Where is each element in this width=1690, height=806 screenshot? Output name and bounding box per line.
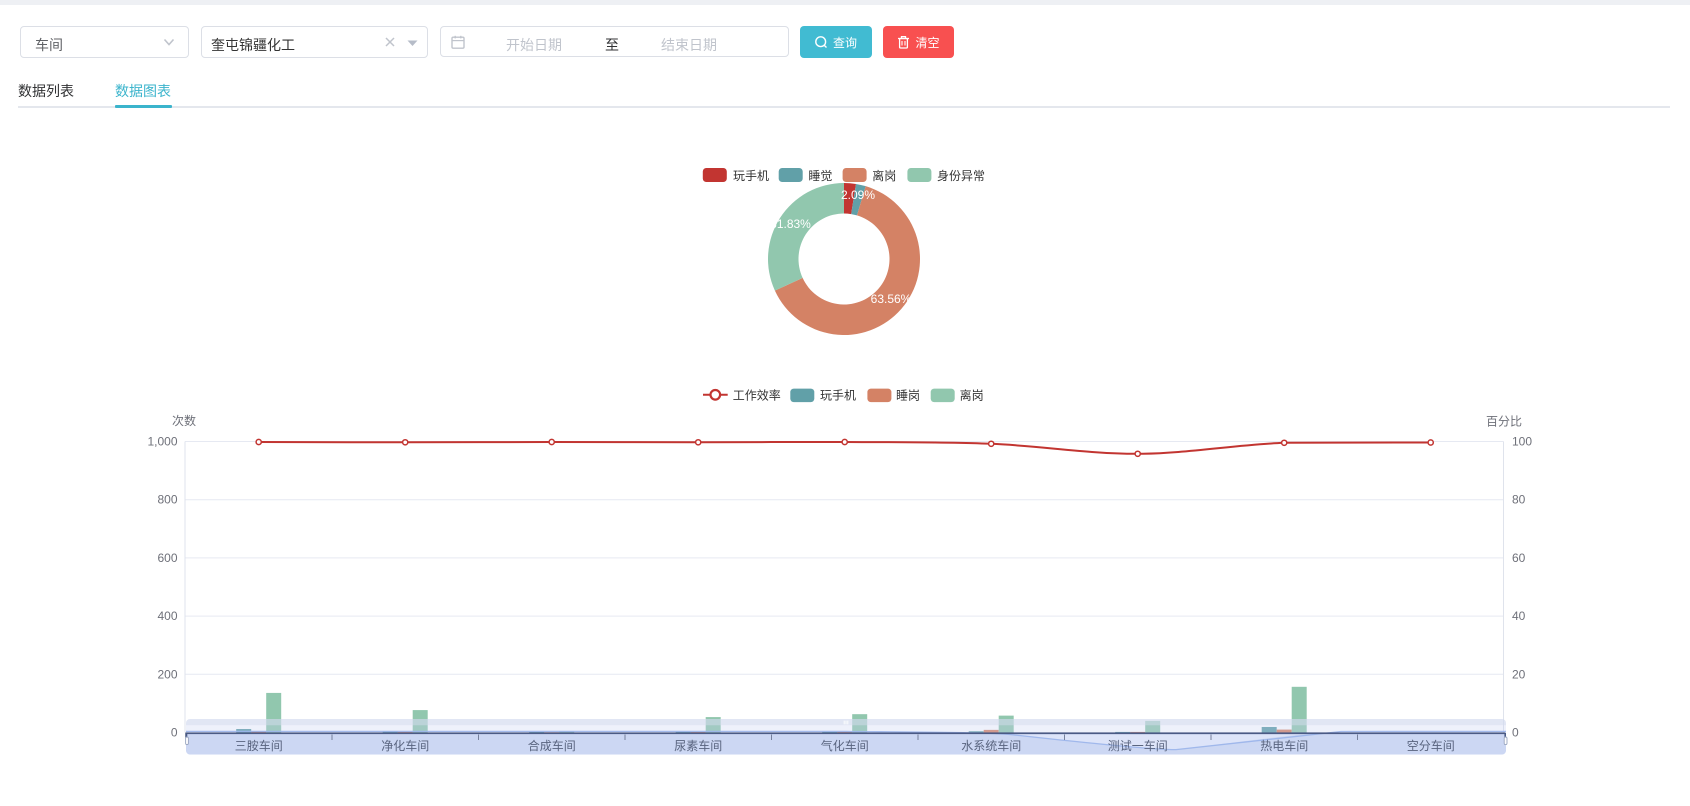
svg-text:玩手机: 玩手机 — [733, 169, 769, 183]
svg-text:63.56%: 63.56% — [871, 292, 912, 306]
svg-text:次数: 次数 — [172, 413, 196, 428]
svg-text:气化车间: 气化车间 — [821, 738, 869, 753]
svg-text:2.09%: 2.09% — [841, 188, 875, 202]
svg-text:离岗: 离岗 — [872, 168, 896, 183]
svg-text:800: 800 — [157, 493, 177, 507]
svg-text:水系统车间: 水系统车间 — [961, 738, 1021, 753]
svg-text:尿素车间: 尿素车间 — [674, 738, 722, 753]
svg-text:离岗: 离岗 — [960, 388, 984, 403]
svg-text:身份异常: 身份异常 — [937, 168, 985, 183]
svg-text:0: 0 — [171, 726, 178, 740]
svg-text:1,000: 1,000 — [147, 435, 177, 449]
svg-text:100: 100 — [1512, 435, 1532, 449]
svg-text:合成车间: 合成车间 — [528, 738, 576, 753]
svg-text:31.83%: 31.83% — [770, 217, 811, 231]
svg-text:40: 40 — [1512, 609, 1526, 623]
svg-text:睡觉: 睡觉 — [808, 169, 832, 183]
svg-text:80: 80 — [1512, 493, 1526, 507]
svg-text:净化车间: 净化车间 — [381, 738, 429, 753]
svg-text:20: 20 — [1512, 667, 1526, 681]
svg-text:热电车间: 热电车间 — [1260, 738, 1308, 753]
svg-text:200: 200 — [157, 667, 177, 681]
svg-text:玩手机: 玩手机 — [820, 389, 856, 403]
svg-text:三胺车间: 三胺车间 — [235, 738, 283, 753]
svg-text:400: 400 — [157, 609, 177, 623]
svg-text:0: 0 — [1512, 726, 1519, 740]
svg-text:600: 600 — [157, 551, 177, 565]
svg-text:工作效率: 工作效率 — [733, 388, 781, 403]
svg-text:睡岗: 睡岗 — [896, 389, 920, 403]
svg-text:60: 60 — [1512, 551, 1526, 565]
svg-text:空分车间: 空分车间 — [1407, 738, 1455, 753]
svg-text:百分比: 百分比 — [1486, 415, 1522, 429]
svg-text:测试一车间: 测试一车间 — [1108, 738, 1168, 753]
